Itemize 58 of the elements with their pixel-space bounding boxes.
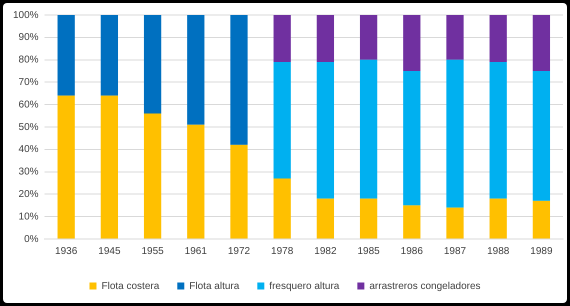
- bar: [532, 71, 550, 201]
- y-tick-label: 40%: [18, 144, 39, 156]
- bar: [144, 15, 162, 114]
- bar: [58, 15, 75, 96]
- x-tick-label: 1955: [141, 246, 164, 257]
- x-tick-label: 1961: [184, 246, 208, 257]
- x-tick-label: 1987: [444, 246, 467, 257]
- bar: [360, 60, 378, 199]
- x-tick-label: 1989: [530, 246, 553, 257]
- legend-label: Flota altura: [189, 280, 240, 292]
- bar: [274, 15, 291, 62]
- bar: [490, 15, 507, 62]
- bar: [532, 15, 550, 71]
- y-tick-label: 90%: [18, 32, 39, 44]
- bar: [360, 15, 378, 60]
- bar: [360, 198, 378, 238]
- y-tick-label: 30%: [18, 166, 39, 178]
- bar: [230, 15, 248, 145]
- bar: [490, 198, 507, 238]
- bar: [490, 62, 507, 199]
- bar: [316, 62, 334, 199]
- x-tick-label: 1982: [314, 246, 337, 257]
- x-tick-label: 1986: [400, 246, 424, 257]
- bar: [58, 96, 75, 238]
- bar: [144, 114, 162, 238]
- x-tick-label: 1936: [55, 246, 78, 257]
- legend-label: arrastreros congeladores: [369, 280, 481, 292]
- x-tick-label: 1945: [98, 246, 121, 257]
- bar: [316, 198, 334, 238]
- y-tick-label: 20%: [18, 188, 39, 200]
- x-tick-label: 1972: [228, 246, 251, 257]
- bar: [100, 96, 118, 238]
- bar: [274, 178, 291, 238]
- bar: [446, 60, 464, 208]
- bar: [187, 124, 204, 238]
- x-tick-label: 1985: [357, 246, 380, 257]
- bar: [100, 15, 118, 96]
- y-tick-label: 80%: [18, 54, 39, 66]
- bar: [187, 15, 204, 125]
- bar: [532, 200, 550, 238]
- bar: [316, 15, 334, 62]
- y-tick-label: 100%: [13, 10, 39, 21]
- bar: [403, 71, 420, 206]
- x-tick-label: 1988: [487, 246, 510, 257]
- x-tick-label: 1978: [271, 246, 294, 257]
- legend-label: fresquero altura: [269, 280, 340, 292]
- y-tick-label: 50%: [18, 122, 39, 133]
- y-tick-label: 0%: [24, 234, 39, 245]
- bar: [230, 144, 248, 238]
- y-tick-label: 60%: [18, 99, 39, 110]
- bar: [403, 205, 420, 238]
- bar: [446, 208, 464, 238]
- y-tick-label: 70%: [18, 76, 39, 88]
- bar: [446, 15, 464, 60]
- y-tick-label: 10%: [18, 211, 39, 222]
- bar: [274, 62, 291, 179]
- bar: [403, 15, 420, 71]
- legend-label: Flota costera: [101, 280, 160, 292]
